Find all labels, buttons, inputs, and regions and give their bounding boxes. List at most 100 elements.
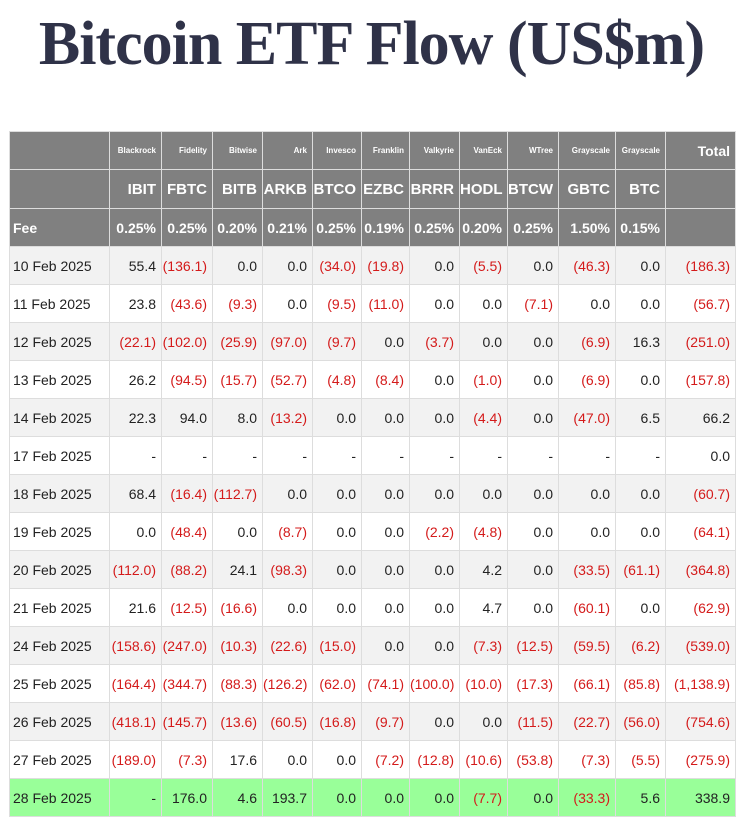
flow-value-cell: 0.0: [507, 512, 559, 551]
flow-value-cell: 17.6: [212, 740, 263, 779]
flow-value-cell: 0.0: [459, 284, 508, 323]
issuer-header-cell: Grayscale: [558, 131, 616, 170]
flow-value-cell: (33.5): [558, 550, 616, 589]
table-row: 19 Feb 2025 0.0 (48.4) 0.0 (8.7) 0.0 0.0 (2.2)(…: [9, 512, 736, 551]
date-cell: 28 Feb 2025: [9, 778, 110, 817]
flow-value-cell: (8.7): [262, 512, 313, 551]
flow-value-cell: 0.0: [507, 322, 559, 361]
fee-label: Fee: [9, 208, 110, 247]
flow-value-cell: 4.2: [459, 550, 508, 589]
flow-value-cell: (6.9): [558, 360, 616, 399]
flow-value-cell: -: [109, 436, 162, 475]
ticker-header-cell: BRRR: [409, 169, 460, 209]
table-row: 25 Feb 2025 (164.4) (344.7) (88.3) (126.2) (6…: [9, 664, 736, 703]
fee-header-row: Fee 0.25% 0.25% 0.20% 0.21% 0.25% 0.19% 0.25% 0…: [9, 208, 736, 247]
flow-value-cell: 0.0: [212, 246, 263, 285]
flow-value-cell: 0.0: [409, 398, 460, 437]
flow-value-cell: (12.5): [507, 626, 559, 665]
flow-value-cell: 0.0: [409, 474, 460, 513]
flow-value-cell: (344.7): [161, 664, 213, 703]
flow-value-cell: (8.4): [361, 360, 410, 399]
flow-value-cell: 21.6: [109, 588, 162, 627]
date-cell: 21 Feb 2025: [9, 588, 110, 627]
flow-value-cell: (53.8): [507, 740, 559, 779]
flow-value-cell: 8.0: [212, 398, 263, 437]
flow-value-cell: 0.0: [615, 474, 666, 513]
flow-value-cell: (46.3): [558, 246, 616, 285]
table-row: 12 Feb 2025 (22.1) (102.0) (25.9) (97.0) (9.7…: [9, 322, 736, 361]
flow-value-cell: (43.6): [161, 284, 213, 323]
flow-value-cell: (247.0): [161, 626, 213, 665]
flow-value-cell: 0.0: [312, 588, 362, 627]
flow-value-cell: -: [161, 436, 213, 475]
flow-value-cell: (34.0): [312, 246, 362, 285]
flow-value-cell: (19.8): [361, 246, 410, 285]
flow-value-cell: 0.0: [361, 778, 410, 817]
etf-flow-table: Blackrock Fidelity Bitwise Ark Invesco Frankl…: [9, 131, 736, 817]
date-cell: 13 Feb 2025: [9, 360, 110, 399]
flow-value-cell: (17.3): [507, 664, 559, 703]
issuer-header-cell: Bitwise: [212, 131, 263, 170]
ticker-header-cell: EZBC: [361, 169, 410, 209]
flow-value-cell: (12.8): [409, 740, 460, 779]
flow-value-cell: (126.2): [262, 664, 313, 703]
flow-value-cell: (88.3): [212, 664, 263, 703]
flow-value-cell: 193.7: [262, 778, 313, 817]
flow-value-cell: (59.5): [558, 626, 616, 665]
flow-value-cell: (66.1): [558, 664, 616, 703]
flow-value-cell: 0.0: [312, 550, 362, 589]
table-body: 10 Feb 2025 55.4 (136.1) 0.0 0.0 (34.0) (19.8)…: [9, 246, 736, 817]
flow-value-cell: (74.1): [361, 664, 410, 703]
total-cell: (251.0): [665, 322, 736, 361]
flow-value-cell: -: [507, 436, 559, 475]
flow-value-cell: (4.8): [312, 360, 362, 399]
issuer-header-cell: Invesco: [312, 131, 362, 170]
flow-value-cell: (52.7): [262, 360, 313, 399]
fee-header-blank: [665, 208, 736, 247]
flow-value-cell: 0.0: [507, 550, 559, 589]
flow-value-cell: 0.0: [312, 474, 362, 513]
flow-value-cell: (418.1): [109, 702, 162, 741]
flow-value-cell: (7.3): [161, 740, 213, 779]
flow-value-cell: 0.0: [409, 360, 460, 399]
issuer-header-cell: Grayscale: [615, 131, 666, 170]
ticker-header-cell: BTC: [615, 169, 666, 209]
flow-value-cell: (22.1): [109, 322, 162, 361]
flow-value-cell: 0.0: [409, 550, 460, 589]
total-cell: (56.7): [665, 284, 736, 323]
flow-value-cell: 0.0: [361, 588, 410, 627]
ticker-header-blank: [9, 169, 110, 209]
ticker-header-blank: [665, 169, 736, 209]
flow-value-cell: 4.7: [459, 588, 508, 627]
flow-value-cell: -: [212, 436, 263, 475]
flow-value-cell: (9.7): [312, 322, 362, 361]
flow-value-cell: 0.0: [312, 740, 362, 779]
flow-value-cell: 0.0: [409, 626, 460, 665]
flow-value-cell: (100.0): [409, 664, 460, 703]
flow-value-cell: (12.5): [161, 588, 213, 627]
issuer-header-cell: Valkyrie: [409, 131, 460, 170]
flow-value-cell: 0.0: [361, 550, 410, 589]
flow-value-cell: 0.0: [507, 398, 559, 437]
total-header: Total: [665, 131, 736, 170]
fee-cell: 0.15%: [615, 208, 666, 247]
flow-value-cell: (7.3): [558, 740, 616, 779]
ticker-header-cell: HODL: [459, 169, 508, 209]
flow-value-cell: 55.4: [109, 246, 162, 285]
flow-value-cell: (11.5): [507, 702, 559, 741]
ticker-header-cell: IBIT: [109, 169, 162, 209]
flow-value-cell: 0.0: [409, 702, 460, 741]
flow-value-cell: 0.0: [361, 322, 410, 361]
flow-value-cell: (16.8): [312, 702, 362, 741]
fee-cell: 0.25%: [507, 208, 559, 247]
flow-value-cell: (97.0): [262, 322, 313, 361]
date-cell: 10 Feb 2025: [9, 246, 110, 285]
flow-value-cell: -: [558, 436, 616, 475]
flow-value-cell: 0.0: [615, 588, 666, 627]
total-cell: 66.2: [665, 398, 736, 437]
flow-value-cell: 0.0: [459, 474, 508, 513]
table-row: 18 Feb 2025 68.4 (16.4) (112.7) 0.0 0.0 0.0 0.0…: [9, 474, 736, 513]
flow-value-cell: 0.0: [262, 474, 313, 513]
flow-value-cell: 94.0: [161, 398, 213, 437]
flow-value-cell: 0.0: [558, 512, 616, 551]
